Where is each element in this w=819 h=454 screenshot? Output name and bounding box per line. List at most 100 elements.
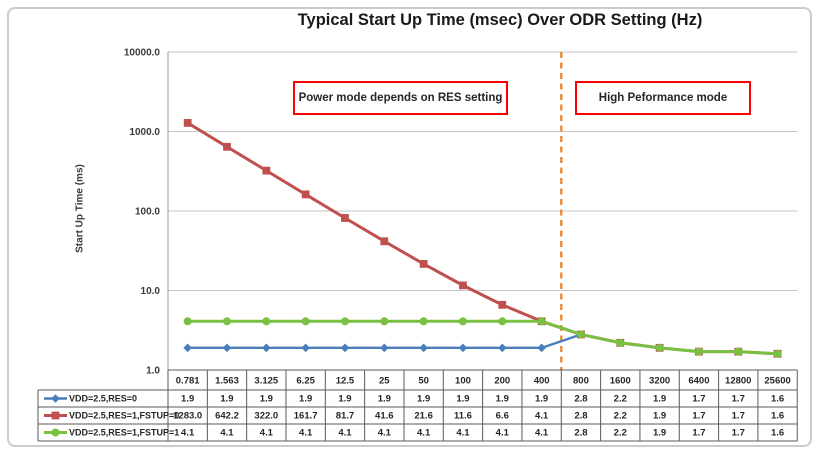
x-category-label: 12800 (725, 376, 751, 387)
table-cell-value: 1.9 (417, 394, 430, 405)
square-marker-icon (223, 142, 231, 151)
y-tick-label: 10.0 (141, 286, 161, 297)
series-line (186, 121, 778, 356)
table-cell-value: 1.7 (692, 428, 705, 439)
square-marker-icon (419, 260, 428, 268)
x-category-label: 6.25 (296, 376, 315, 387)
legend-series-label: VDD=2.5,RES=0 (69, 394, 137, 404)
diamond-marker-icon (222, 343, 232, 353)
square-marker-icon (459, 281, 467, 290)
table-cell-value: 4.1 (535, 411, 549, 422)
gridlines (168, 51, 798, 291)
x-category-label: 25 (379, 376, 390, 387)
square-marker-icon (498, 300, 507, 309)
circle-marker-icon (301, 317, 310, 326)
table-cell-value: 4.1 (378, 428, 392, 439)
annotation-power-mode: Power mode depends on RES setting (293, 81, 508, 115)
table-cell-value: 1.9 (653, 394, 666, 405)
circle-marker-icon (340, 317, 349, 326)
circle-marker-icon (537, 317, 546, 326)
x-category-label: 1600 (610, 376, 631, 387)
diamond-marker-icon (301, 343, 310, 353)
x-category-label: 50 (418, 376, 429, 387)
x-category-label: 12.5 (336, 376, 355, 387)
x-category-label: 800 (573, 376, 589, 387)
table-cell-value: 1.7 (692, 394, 705, 405)
square-marker-icon (341, 214, 349, 222)
diamond-marker-icon (51, 394, 60, 403)
x-category-label: 1.563 (215, 376, 239, 387)
table-cell-value: 41.6 (375, 411, 394, 422)
table-row: VDD=2.5,RES=1,FSTUP=1 4.1 4.1 4.1 4.1 4.1 4.1 4… (44, 428, 784, 439)
table-cell-value: 2.2 (614, 411, 627, 422)
y-tick-label: 10000.0 (124, 48, 161, 59)
x-category-label: 25600 (764, 376, 790, 387)
square-marker-icon (262, 166, 271, 175)
table-cell-value: 1.9 (456, 394, 469, 405)
table-cell-value: 1.9 (653, 428, 666, 439)
circle-marker-icon (380, 317, 389, 326)
x-category-label: 6400 (688, 376, 709, 387)
series-0 (183, 330, 782, 359)
table-cell-value: 1.9 (260, 394, 273, 405)
table-cell-value: 161.7 (294, 411, 318, 422)
table-cell-value: 1.9 (496, 394, 509, 405)
legend-series-label: VDD=2.5,RES=1,FSTUP=1 (69, 428, 179, 438)
circle-marker-icon (51, 428, 60, 437)
square-marker-icon (51, 411, 60, 420)
table-cell-value: 642.2 (215, 411, 239, 422)
x-category-label: 200 (494, 376, 510, 387)
table-cell-value: 1.9 (338, 394, 351, 405)
table-cell-value: 1.9 (299, 394, 312, 405)
diamond-marker-icon (537, 343, 546, 353)
table-cell-value: 2.8 (574, 428, 587, 439)
table-cell-value: 1.6 (771, 394, 784, 405)
legend-series-label: VDD=2.5,RES=1,FSTUP=0 (69, 411, 179, 421)
table-cell-value: 1.7 (732, 428, 745, 439)
table-cell-value: 1.9 (653, 411, 666, 422)
circle-marker-icon (773, 349, 782, 358)
series-line (187, 319, 778, 356)
square-marker-icon (301, 190, 310, 199)
x-category-label: 0.781 (176, 376, 200, 387)
diamond-marker-icon (183, 343, 192, 353)
circle-marker-icon (694, 347, 703, 356)
table-cell-value: 4.1 (496, 428, 510, 439)
series-2 (183, 317, 782, 358)
table-cell-value: 6.6 (496, 411, 509, 422)
y-axis-ticks: 10000.0 1000.0 100.0 10.0 1.0 (124, 48, 161, 377)
circle-marker-icon (498, 317, 507, 326)
table-cell-value: 2.8 (574, 411, 587, 422)
y-tick-label: 1000.0 (129, 127, 160, 138)
circle-marker-icon (616, 338, 625, 347)
y-tick-label: 1.0 (146, 366, 160, 377)
table-cell-value: 1.7 (732, 411, 745, 422)
x-category-label: 3200 (649, 376, 670, 387)
circle-marker-icon (262, 317, 271, 326)
table-cell-value: 2.8 (574, 394, 587, 405)
table-cell-value: 2.2 (614, 428, 627, 439)
diamond-marker-icon (458, 343, 468, 353)
data-table: 0.781 1.563 3.125 6.25 12.5 25 50 100 200 400 800 1… (37, 369, 798, 442)
figure-border (7, 7, 812, 447)
annotation-high-performance-label: High Peformance mode (598, 92, 728, 104)
diamond-marker-icon (340, 343, 350, 353)
chart-title: Typical Start Up Time (msec) Over ODR Se… (297, 11, 703, 29)
table-cell-value: 1.6 (771, 411, 784, 422)
table-cell-value: 1283.0 (173, 411, 202, 422)
table-cell-value: 4.1 (456, 428, 470, 439)
circle-marker-icon (183, 317, 192, 326)
circle-marker-icon (458, 317, 467, 326)
table-cell-value: 4.1 (535, 428, 549, 439)
x-category-label: 3.125 (254, 376, 278, 387)
diamond-marker-icon (419, 343, 428, 353)
circle-marker-icon (419, 317, 428, 326)
table-cell-value: 81.7 (336, 411, 355, 422)
x-category-label: 400 (534, 376, 550, 387)
y-tick-label: 100.0 (135, 207, 160, 218)
circle-marker-icon (576, 330, 585, 339)
table-cell-value: 4.1 (299, 428, 313, 439)
table-cell-value: 1.7 (732, 394, 745, 405)
